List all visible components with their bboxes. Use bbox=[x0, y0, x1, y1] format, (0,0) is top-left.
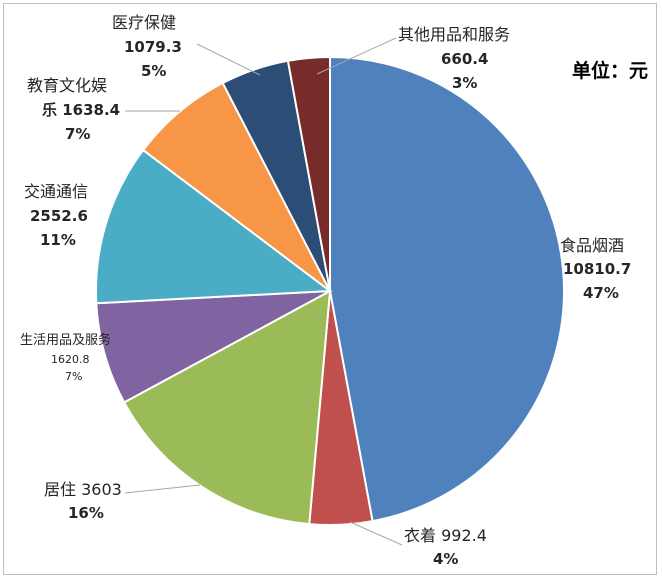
pie-slice-transport bbox=[94, 148, 333, 305]
label-food-value: 10810.7 bbox=[563, 260, 631, 278]
pie-slices bbox=[94, 55, 565, 526]
label-clothing-percent: 4% bbox=[433, 550, 458, 568]
unit-label: 单位：元 bbox=[571, 60, 648, 82]
label-other-value: 660.4 bbox=[441, 50, 488, 68]
leader-line-housing bbox=[124, 484, 201, 494]
label-education-value: 乐 1638.4 bbox=[42, 101, 120, 119]
label-housing-percent: 16% bbox=[68, 504, 104, 522]
label-medical-value: 1079.3 bbox=[124, 38, 182, 56]
pie-slice-education bbox=[141, 81, 331, 292]
label-food-percent: 47% bbox=[583, 284, 619, 302]
label-other-percent: 3% bbox=[452, 74, 477, 92]
label-education-percent: 7% bbox=[65, 125, 90, 143]
pie-slice-other bbox=[286, 55, 331, 292]
label-housing-name: 居住 3603 bbox=[44, 480, 122, 499]
label-household-name: 生活用品及服务 bbox=[20, 332, 111, 348]
label-education-name: 教育文化娱 bbox=[27, 76, 107, 95]
label-transport-percent: 11% bbox=[40, 231, 76, 249]
label-clothing-name: 衣着 992.4 bbox=[404, 526, 487, 545]
pie-slice-household bbox=[95, 290, 331, 404]
label-other-name: 其他用品和服务 bbox=[398, 25, 510, 44]
label-transport-name: 交通通信 bbox=[24, 182, 88, 201]
leader-line-clothing bbox=[349, 521, 403, 546]
label-transport-value: 2552.6 bbox=[30, 207, 88, 225]
leader-line-medical bbox=[196, 43, 261, 76]
label-household-value: 1620.8 bbox=[51, 353, 90, 366]
leader-line-other bbox=[316, 37, 397, 75]
pie-slice-housing bbox=[122, 289, 332, 526]
pie-slice-food bbox=[329, 55, 565, 523]
label-medical-name: 医疗保健 bbox=[112, 13, 176, 32]
label-household-percent: 7% bbox=[65, 370, 82, 383]
label-food-name: 食品烟酒 bbox=[560, 236, 624, 255]
label-medical-percent: 5% bbox=[141, 62, 166, 80]
